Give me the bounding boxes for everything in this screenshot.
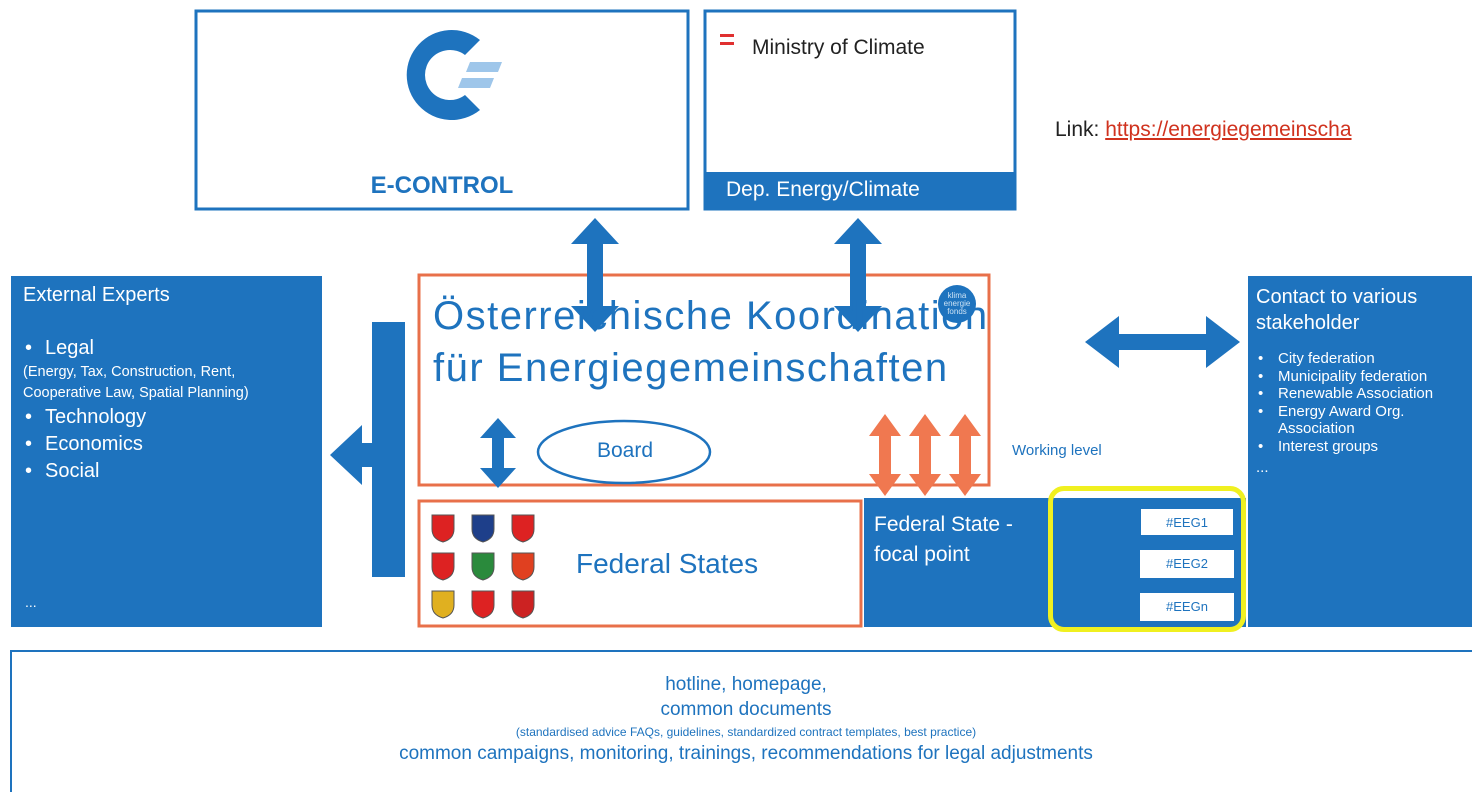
logo-word: fonds [947, 307, 967, 316]
board-ellipse [536, 419, 712, 485]
link-url[interactable]: https://energiegemeinscha [1105, 118, 1352, 141]
focal-point-box: Federal State - focal point #EEG1 #EEG2 … [864, 498, 1246, 627]
klima-logo [938, 285, 976, 323]
econtrol-box [194, 9, 690, 211]
double-arrow [1085, 316, 1240, 368]
coat-of-arms [511, 552, 535, 581]
list-item: Energy Award Org. Association [1256, 403, 1446, 438]
more: ... [1256, 459, 1269, 476]
eeg-box: #EEGn [1140, 593, 1234, 621]
note: (Energy, Tax, Construction, Rent, Cooper… [23, 364, 249, 401]
coat-of-arms [431, 590, 455, 619]
list-item: Interest groups [1256, 438, 1446, 456]
ministry-title: Ministry of Climate [752, 36, 925, 59]
list-item: Technology [23, 404, 310, 431]
coat-of-arms [431, 514, 455, 543]
flag-icon [720, 34, 734, 37]
econtrol-logo [406, 30, 480, 120]
econtrol-logo-e [458, 62, 502, 88]
external-experts: External Experts Legal (Energy, Tax, Con… [11, 276, 322, 627]
services-line: hotline, homepage, [665, 674, 827, 695]
arrow-left [330, 425, 372, 485]
more: ... [25, 594, 37, 610]
ministry-bar [705, 172, 1015, 209]
ministry-department: Dep. Energy/Climate [726, 178, 920, 201]
eeg-box: #EEG1 [1140, 508, 1234, 536]
coordination-box [417, 273, 991, 487]
klima-logo-text: klima energie fonds [938, 292, 976, 316]
coat-of-arms [431, 552, 455, 581]
services-line: common documents [660, 699, 832, 720]
list-item: Economics [23, 431, 310, 458]
services-line: common campaigns, monitoring, trainings,… [399, 743, 1093, 764]
list-item: Municipality federation [1256, 368, 1446, 386]
list-item: Renewable Association [1256, 385, 1446, 403]
econtrol-label: E-CONTROL [370, 172, 514, 199]
link-prefix: Link: [1055, 118, 1100, 141]
double-arrow [480, 418, 516, 488]
federal-states-label: Federal States [576, 548, 759, 579]
box-title: External Experts [23, 284, 170, 306]
logo-word: energie [943, 299, 971, 308]
double-arrow [949, 414, 981, 496]
board-label: Board [596, 439, 654, 462]
logo-word: klima [947, 291, 967, 300]
coordination-line: für Energiegemeinschaften [433, 346, 949, 390]
list-item: Legal [23, 335, 310, 362]
coat-of-arms [471, 514, 495, 543]
federal-states-box [417, 499, 863, 628]
coat-of-arms [511, 514, 535, 543]
box-title: Contact to various stakeholder [1256, 286, 1418, 334]
working-level: Working level [1012, 442, 1102, 459]
list-item: Social [23, 458, 310, 485]
focal-point-label: Federal State - focal point [874, 513, 1013, 566]
coordination-text: Österreichische Koordination für Energieg… [433, 290, 989, 394]
services-box [10, 650, 1472, 792]
double-arrow [869, 414, 901, 496]
double-arrow [834, 218, 882, 332]
eeg-box: #EEG2 [1140, 550, 1234, 578]
stakeholders: Contact to various stakeholder City fede… [1248, 276, 1472, 627]
highlight [1048, 486, 1246, 632]
coat-of-arms [471, 590, 495, 619]
coat-of-arms [471, 552, 495, 581]
double-arrow [571, 218, 619, 332]
coordination-line: Österreichische Koordination [433, 294, 989, 338]
connector-bar [372, 322, 405, 577]
coat-of-arms [511, 590, 535, 619]
services-text: hotline, homepage, common documents (sta… [11, 672, 1472, 766]
services-line: (standardised advice FAQs, guidelines, s… [515, 725, 977, 739]
list-item: City federation [1256, 350, 1446, 368]
double-arrow [909, 414, 941, 496]
link: Link: https://energiegemeinscha [1055, 118, 1352, 142]
flag-icon [720, 42, 734, 45]
